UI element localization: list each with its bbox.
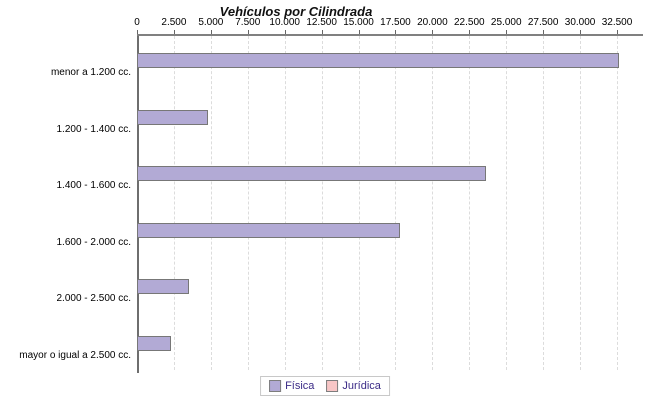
gridline [173,36,175,370]
tick-mark [321,30,323,34]
x-tick-label: 22.500 [454,17,485,28]
x-tick-label: 17.500 [380,17,411,28]
tick-mark [210,30,212,34]
tick-mark [543,30,545,34]
tick-mark [173,30,175,34]
category-label: 2.000 - 2.500 cc. [56,293,132,304]
legend-label: Física [285,380,315,392]
gridline [321,36,323,370]
bar-fisica [137,166,487,181]
tick-mark [395,30,397,34]
category-label: 1.200 - 1.400 cc. [56,123,132,135]
x-tick-label: 2.500 [161,17,187,28]
gridline [358,36,360,370]
legend-label: Jurídica [342,380,381,392]
legend-item-fisica: Física [269,380,314,392]
tick-mark [580,30,582,34]
y-axis-line [137,34,139,373]
x-tick-label: 7.500 [235,17,261,28]
gridline [247,36,249,370]
x-tick-label: 10.000 [269,17,300,28]
bar-fisica [137,335,172,351]
tick-mark [284,30,286,34]
category-label: 1.400 - 1.600 cc. [56,180,132,191]
bar-fisica [137,222,401,238]
x-tick-label: 20.000 [417,17,448,28]
tick-mark [247,30,249,34]
legend-swatch [269,380,282,392]
bar-fisica [137,109,209,125]
gridline [580,36,582,370]
category-label: 1.600 - 2.000 cc. [56,236,132,248]
x-tick-label: 15.000 [343,17,374,28]
gridline [284,36,286,370]
tick-mark [617,30,618,34]
gridline [395,36,397,370]
x-tick-label: 0 [134,17,140,28]
gridline [617,36,618,370]
plot-area [137,34,643,373]
bar-fisica [137,53,619,68]
x-tick-label: 12.500 [306,17,337,28]
gridline [210,36,212,370]
gridline [543,36,545,370]
x-tick-label: 25.000 [490,17,522,28]
chart-title: Vehículos por Cilindrada [219,4,373,19]
category-label: menor a 1.200 cc. [50,67,131,78]
gridline [432,36,434,370]
x-tick-label: 32.500 [601,17,633,28]
tick-mark [432,30,434,34]
tick-mark [506,30,508,34]
bar-fisica [137,279,190,294]
tick-mark [469,30,471,34]
legend: Física Jurídica [260,376,390,396]
gridline [506,36,508,370]
x-tick-label: 27.500 [527,17,559,28]
gridline [469,36,471,370]
tick-mark [137,30,138,34]
legend-item-juridica: Jurídica [326,380,381,392]
x-tick-label: 30.000 [564,17,596,28]
x-tick-label: 5.000 [198,17,224,28]
legend-swatch [326,380,339,392]
category-label: mayor o igual a 2.500 cc. [19,349,131,361]
tick-mark [358,30,360,34]
